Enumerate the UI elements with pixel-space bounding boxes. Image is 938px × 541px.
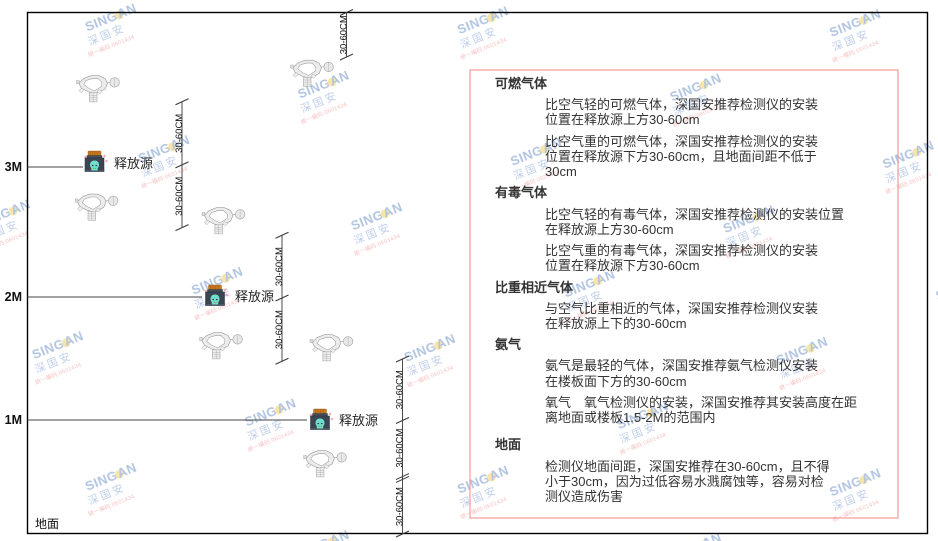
svg-text:30-60CM: 30-60CM [274, 247, 285, 286]
svg-text:释放源: 释放源 [339, 413, 378, 428]
svg-text:30-60CM: 30-60CM [395, 428, 406, 467]
svg-text:释放源: 释放源 [235, 289, 274, 304]
svg-text:30-60CM: 30-60CM [174, 114, 185, 153]
svg-text:30-60CM: 30-60CM [274, 310, 285, 349]
svg-text:释放源: 释放源 [114, 156, 153, 171]
svg-text:3M: 3M [5, 160, 22, 174]
svg-text:30-60CM: 30-60CM [395, 370, 406, 409]
svg-text:地面: 地面 [35, 517, 59, 531]
svg-text:30-60CM: 30-60CM [174, 177, 185, 216]
svg-text:2M: 2M [5, 290, 22, 304]
svg-text:30-60CM: 30-60CM [395, 487, 406, 526]
svg-text:30-60CM: 30-60CM [339, 15, 350, 54]
svg-text:1M: 1M [5, 413, 22, 427]
